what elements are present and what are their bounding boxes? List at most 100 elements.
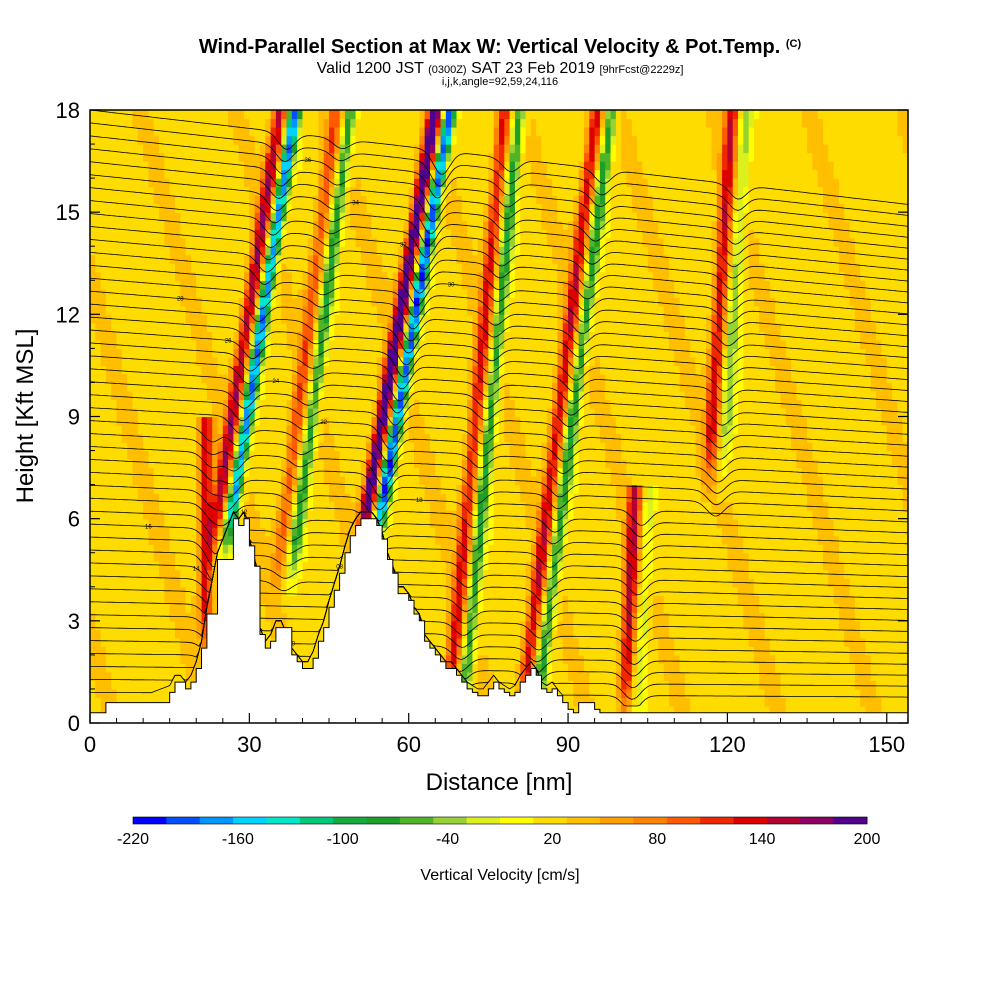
velocity-cell <box>323 484 330 494</box>
velocity-cell <box>350 527 357 537</box>
velocity-cell <box>435 561 442 571</box>
velocity-cell <box>291 246 298 256</box>
velocity-cell <box>323 595 330 605</box>
velocity-cell <box>392 518 399 528</box>
velocity-cell <box>429 144 436 154</box>
velocity-cell <box>451 297 458 307</box>
velocity-cell <box>196 493 203 503</box>
velocity-cell <box>90 586 96 596</box>
velocity-cell <box>127 407 134 418</box>
velocity-cell <box>429 382 436 392</box>
velocity-cell <box>382 237 389 247</box>
velocity-cell <box>164 442 171 452</box>
velocity-cell <box>180 118 187 128</box>
velocity-cell <box>329 356 335 367</box>
velocity-cell <box>180 442 187 452</box>
velocity-cell <box>148 467 155 477</box>
velocity-cell <box>206 467 213 477</box>
velocity-cell <box>323 220 330 230</box>
velocity-cell <box>190 399 197 409</box>
velocity-cell <box>132 127 139 137</box>
velocity-cell <box>259 561 266 571</box>
velocity-cell <box>190 484 197 494</box>
velocity-cell <box>212 442 219 452</box>
velocity-cell <box>419 254 426 264</box>
velocity-cell <box>90 322 96 332</box>
velocity-cell <box>180 493 187 503</box>
velocity-cell <box>190 561 197 571</box>
velocity-cell <box>265 407 272 418</box>
velocity-cell <box>222 501 229 511</box>
velocity-cell <box>408 407 415 418</box>
velocity-cell <box>105 246 112 256</box>
velocity-cell <box>344 425 351 435</box>
velocity-cell <box>143 110 150 120</box>
velocity-cell <box>212 510 219 520</box>
velocity-cell <box>360 280 367 290</box>
velocity-cell <box>318 220 325 230</box>
velocity-cell <box>153 314 160 324</box>
velocity-cell <box>313 348 319 358</box>
velocity-cell <box>100 646 107 656</box>
velocity-cell <box>90 246 96 256</box>
velocity-cell <box>244 510 250 520</box>
velocity-cell <box>190 544 197 554</box>
velocity-cell <box>414 110 420 120</box>
velocity-cell <box>302 442 309 452</box>
velocity-cell <box>366 416 373 426</box>
velocity-cell <box>90 186 96 196</box>
velocity-cell <box>414 586 420 596</box>
velocity-cell <box>297 510 304 520</box>
velocity-cell <box>212 501 219 511</box>
velocity-cell <box>105 425 112 435</box>
velocity-cell <box>190 493 197 503</box>
velocity-cell <box>132 476 139 486</box>
velocity-cell <box>355 220 362 230</box>
velocity-cell <box>334 493 341 503</box>
velocity-cell <box>419 484 426 494</box>
velocity-cell <box>259 629 266 639</box>
velocity-cell <box>148 212 155 222</box>
velocity-cell <box>127 595 134 605</box>
velocity-cell <box>105 382 112 392</box>
velocity-cell <box>360 399 367 409</box>
velocity-cell <box>424 510 431 520</box>
velocity-cell <box>105 484 112 494</box>
velocity-cell <box>238 263 245 273</box>
velocity-cell <box>270 620 277 630</box>
velocity-cell <box>153 178 160 188</box>
velocity-cell <box>90 169 96 179</box>
velocity-cell <box>414 212 420 222</box>
velocity-cell <box>174 263 181 273</box>
velocity-cell <box>408 339 415 349</box>
velocity-cell <box>392 110 399 120</box>
velocity-cell <box>105 459 112 469</box>
velocity-cell <box>451 178 458 188</box>
velocity-cell <box>344 450 351 460</box>
velocity-cell <box>313 561 319 571</box>
velocity-cell <box>116 297 123 307</box>
velocity-cell <box>105 595 112 605</box>
velocity-cell <box>297 152 304 162</box>
velocity-cell <box>143 135 150 145</box>
velocity-cell <box>323 561 330 571</box>
velocity-cell <box>228 271 235 281</box>
velocity-cell <box>429 169 436 179</box>
velocity-cell <box>334 322 341 332</box>
velocity-cell <box>270 135 277 145</box>
velocity-cell <box>196 442 203 452</box>
velocity-cell <box>291 186 298 196</box>
velocity-cell <box>408 595 415 605</box>
velocity-cell <box>307 254 314 264</box>
velocity-cell <box>313 288 319 298</box>
velocity-cell <box>440 220 447 230</box>
velocity-cell <box>206 161 213 171</box>
velocity-cell <box>344 280 351 290</box>
velocity-cell <box>265 535 272 545</box>
velocity-cell <box>435 544 442 554</box>
velocity-cell <box>318 229 325 239</box>
velocity-cell <box>403 118 410 128</box>
velocity-cell <box>190 654 197 664</box>
velocity-cell <box>143 195 150 205</box>
velocity-cell <box>302 220 309 230</box>
